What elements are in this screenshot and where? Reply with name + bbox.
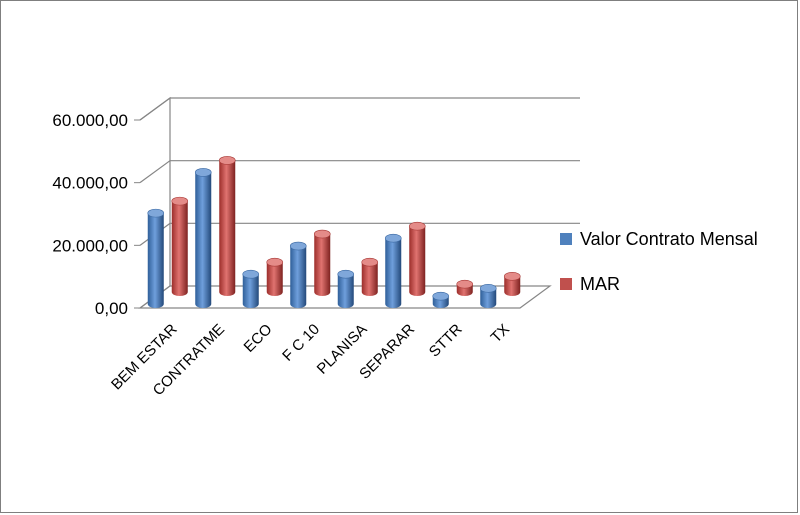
- bar: [218, 156, 236, 296]
- bar-top: [266, 257, 284, 267]
- bar-body: [361, 262, 378, 296]
- legend-label: MAR: [580, 274, 620, 294]
- bar-top: [194, 168, 212, 177]
- bar-body: [147, 213, 164, 308]
- bar: [479, 284, 497, 308]
- bar: [242, 269, 260, 308]
- bar-body: [171, 201, 188, 296]
- bar-top: [147, 208, 165, 218]
- y-tick-label: 60.000,00: [52, 111, 128, 130]
- x-tick-label: F C 10: [279, 321, 323, 365]
- x-tick-label: TX: [488, 321, 514, 347]
- bar-top: [242, 269, 260, 279]
- bar: [266, 257, 284, 296]
- bar-body: [219, 160, 236, 296]
- bar-body: [337, 274, 354, 308]
- bar-top: [503, 272, 521, 281]
- gridline: [139, 97, 580, 121]
- bar: [194, 168, 212, 308]
- bar: [171, 196, 189, 296]
- bar: [313, 229, 331, 296]
- bar: [503, 272, 521, 296]
- bar-top: [408, 221, 426, 231]
- x-tick-label: ECO: [241, 321, 276, 356]
- bar-top: [337, 269, 355, 279]
- y-tick-label: 40.000,00: [52, 174, 128, 193]
- legend-label: Valor Contrato Mensal: [580, 229, 758, 249]
- bar-body: [480, 288, 497, 308]
- bar: [337, 269, 355, 308]
- bar-top: [384, 233, 402, 243]
- bar-body: [385, 238, 402, 308]
- bar-body: [504, 276, 521, 296]
- x-tick-label: STTR: [426, 321, 466, 361]
- bar-top: [171, 196, 189, 206]
- bar-top: [218, 156, 236, 165]
- bar-top: [289, 241, 307, 251]
- bar: [147, 208, 165, 308]
- bar-body: [195, 172, 212, 308]
- bar-top: [313, 229, 331, 239]
- bar: [289, 241, 307, 308]
- bar-top: [479, 284, 497, 293]
- y-tick-label: 0,00: [95, 299, 128, 318]
- bar: [361, 257, 379, 296]
- bar-body: [409, 226, 426, 296]
- bar-body: [266, 262, 283, 296]
- bar: [456, 279, 474, 296]
- legend-swatch: [560, 233, 572, 245]
- bar-top: [432, 291, 450, 301]
- bar: [408, 221, 426, 296]
- gridline: [139, 160, 580, 184]
- bar-body: [290, 246, 307, 308]
- bar: [432, 291, 450, 308]
- bar-top: [456, 279, 474, 289]
- bar-body: [314, 234, 331, 296]
- bar: [384, 233, 402, 308]
- y-tick-label: 20.000,00: [52, 236, 128, 255]
- legend-swatch: [560, 278, 572, 290]
- bar-body: [242, 274, 259, 308]
- bar-top: [361, 257, 379, 267]
